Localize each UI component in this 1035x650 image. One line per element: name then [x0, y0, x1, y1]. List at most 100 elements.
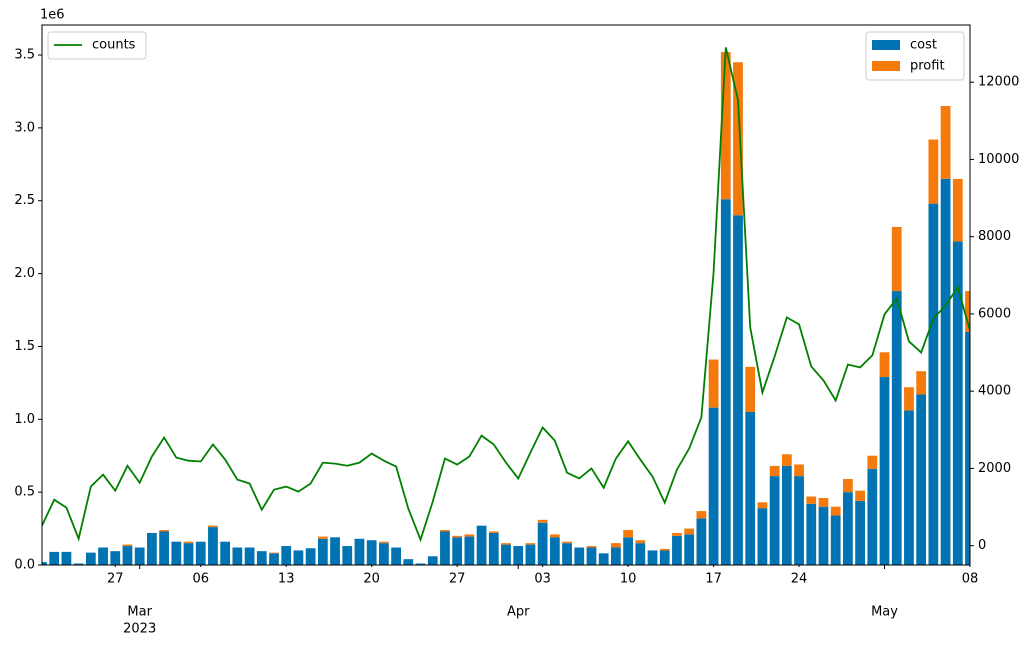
bar-cost: [159, 531, 169, 565]
bar-cost: [354, 538, 365, 565]
bar-profit: [720, 52, 731, 200]
bar-cost: [464, 536, 475, 565]
y-tick-label: 3.0: [14, 120, 35, 135]
bar-cost: [647, 550, 658, 565]
bar-cost: [98, 547, 108, 565]
x-major-label: Mar: [127, 605, 152, 620]
bar-cost: [684, 534, 695, 565]
bar-cost: [61, 551, 72, 565]
bar-profit: [757, 502, 768, 509]
bar-cost: [440, 531, 450, 565]
bar-cost: [916, 394, 927, 565]
bar-cost: [171, 541, 182, 565]
bar-profit: [440, 530, 450, 532]
y-tick-label: 2.0: [14, 266, 35, 281]
bar-cost: [391, 547, 401, 565]
bar-cost: [843, 492, 853, 565]
bar-cost: [586, 547, 597, 565]
legend-label: cost: [910, 38, 937, 53]
plot-frame: [41, 24, 971, 566]
bar-cost: [623, 537, 633, 565]
bar-profit: [488, 531, 499, 533]
bar-cost: [269, 553, 279, 565]
bar-cost: [659, 550, 670, 565]
bar-cost: [513, 546, 524, 565]
bar-profit: [733, 62, 743, 216]
x-tick-label: 20: [363, 572, 380, 587]
y2-tick-label: 8000: [978, 229, 1011, 244]
y2-tick-label: 10000: [978, 152, 1019, 167]
bar-profit: [855, 490, 865, 501]
bar-cost: [940, 178, 951, 565]
bar-cost: [317, 538, 328, 565]
bar-cost: [720, 199, 731, 565]
bar-cost: [769, 476, 780, 565]
bar-cost: [525, 544, 536, 565]
bar-cost: [635, 543, 646, 565]
bar-cost: [305, 548, 316, 565]
bar-cost: [818, 506, 829, 565]
bar-cost: [42, 562, 47, 565]
bar-profit: [794, 464, 804, 477]
bar-cost: [794, 476, 804, 565]
bar-profit: [684, 528, 695, 535]
bar-profit: [965, 291, 970, 332]
bar-cost: [85, 552, 96, 565]
x-tick-label: 13: [278, 572, 295, 587]
y-tick-label: 3.5: [14, 48, 35, 63]
y-tick-label: 2.5: [14, 193, 35, 208]
bar-cost: [244, 547, 255, 565]
bar-profit: [940, 106, 951, 179]
bar-cost: [708, 407, 719, 565]
bar-cost: [879, 377, 890, 565]
bar-cost: [855, 500, 865, 565]
line-counts: [42, 47, 970, 543]
bar-profit: [952, 178, 963, 242]
bar-profit: [708, 359, 719, 408]
bar-profit: [208, 525, 218, 528]
bar-cost: [366, 540, 377, 565]
x-tick-label: 03: [534, 572, 551, 587]
bar-cost: [403, 559, 414, 565]
x-tick-label: 06: [192, 572, 209, 587]
legend-swatch: [872, 61, 900, 71]
bar-profit: [379, 541, 389, 544]
bar-cost: [904, 410, 914, 565]
bar-profit: [501, 543, 511, 545]
bar-cost: [672, 535, 682, 565]
x-tick-label: 17: [705, 572, 722, 587]
bar-cost: [696, 518, 707, 565]
x-tick-label: 10: [620, 572, 637, 587]
bar-cost: [379, 543, 389, 565]
bar-cost: [427, 556, 438, 565]
bar-cost: [501, 544, 511, 565]
bar-profit: [562, 541, 572, 544]
legend-label: counts: [92, 38, 136, 53]
bar-cost: [49, 551, 60, 565]
bar-cost: [208, 527, 218, 565]
bar-profit: [891, 226, 902, 292]
y-tick-label: 1.5: [14, 339, 35, 354]
bar-cost: [757, 508, 768, 565]
bar-profit: [745, 366, 756, 413]
bar-profit: [830, 506, 841, 516]
bar-profit: [635, 540, 646, 544]
bar-cost: [281, 546, 292, 565]
bar-cost: [562, 543, 572, 565]
bar-cost: [733, 215, 743, 565]
bar-cost: [147, 532, 157, 565]
bar-cost: [232, 547, 243, 565]
bar-profit: [122, 544, 133, 547]
x-major-label: May: [871, 605, 898, 620]
x-tick-label: 08: [962, 572, 979, 587]
bar-profit: [452, 535, 463, 538]
bar-cost: [110, 551, 121, 565]
x-year-label: 2023: [123, 622, 156, 637]
legend-box: [47, 31, 147, 60]
bar-cost: [452, 537, 463, 565]
y2-tick-label: 0: [978, 538, 986, 553]
bar-cost: [549, 537, 560, 565]
x-major-label: Apr: [507, 605, 530, 620]
bar-cost: [122, 546, 133, 565]
